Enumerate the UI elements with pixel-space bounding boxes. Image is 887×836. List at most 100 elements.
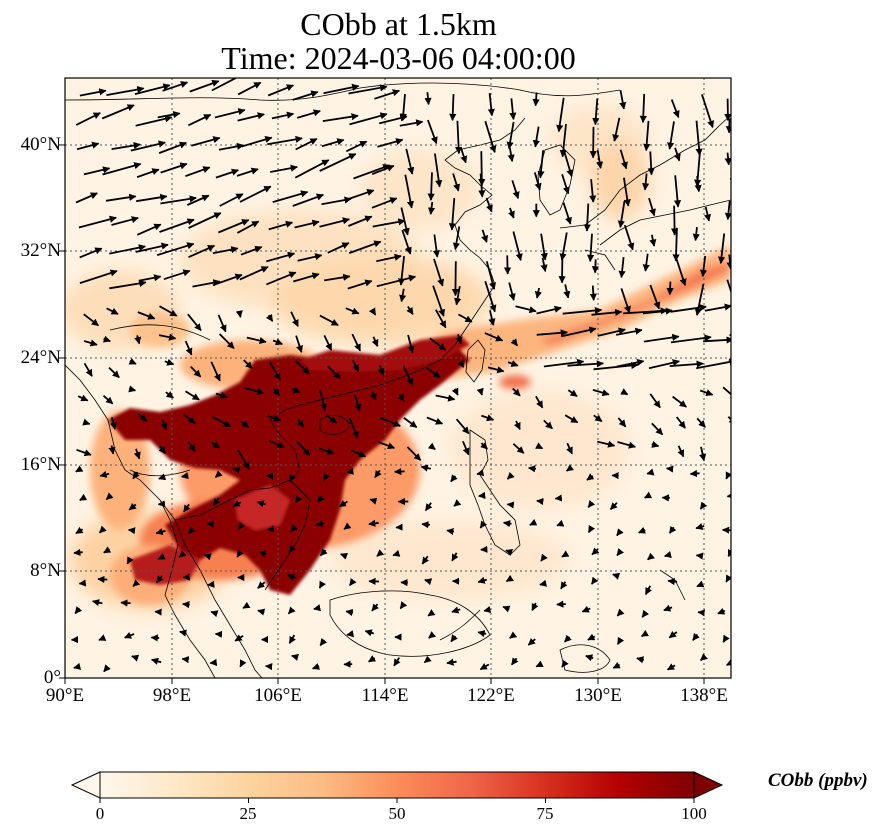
wind-arrow: [241, 135, 273, 148]
lon-tick-label: 106°E: [254, 685, 302, 706]
colorbar: [70, 771, 724, 803]
wind-arrow: [725, 471, 731, 480]
wind-arrow: [212, 246, 239, 255]
wind-arrow: [636, 656, 645, 664]
wind-arrow: [214, 470, 223, 478]
wind-arrow: [397, 393, 405, 402]
wind-arrow: [593, 414, 603, 423]
lat-tick-label: 40°N: [20, 134, 61, 155]
wind-arrow: [138, 274, 162, 282]
wind-arrow: [532, 92, 540, 107]
wind-arrow: [79, 88, 107, 97]
wind-arrow: [483, 605, 492, 614]
wind-arrow: [586, 473, 595, 481]
wind-arrow: [182, 600, 190, 609]
wind-arrow: [294, 219, 320, 229]
wind-arrow: [270, 164, 298, 173]
wind-arrow: [591, 547, 600, 556]
wind-arrow: [214, 108, 246, 119]
wind-arrow: [505, 549, 514, 556]
wind-arrow: [323, 335, 333, 351]
wind-arrow: [511, 180, 520, 199]
wind-arrow: [159, 218, 195, 233]
wind-arrow: [256, 500, 266, 508]
wind-arrow: [137, 311, 156, 320]
colorbar-extend-max: [693, 771, 724, 799]
wind-arrow: [643, 333, 680, 343]
wind-arrow: [352, 359, 360, 373]
wind-arrow: [560, 581, 568, 590]
wind-arrow: [481, 414, 495, 422]
wind-arrow: [372, 218, 406, 228]
wind-arrow: [561, 174, 570, 195]
wind-arrow: [509, 631, 518, 639]
wind-arrow: [554, 494, 563, 502]
wind-arrow: [512, 443, 525, 454]
wind-arrow: [451, 387, 459, 396]
wind-arrow: [319, 153, 357, 172]
wind-arrow: [120, 599, 131, 607]
wind-arrow: [376, 274, 417, 288]
wind-arrow: [164, 358, 175, 366]
wind-arrow: [612, 661, 621, 669]
wind-arrow: [369, 391, 377, 401]
wind-arrow: [722, 386, 731, 400]
wind-arrow: [618, 257, 626, 279]
wind-arrow: [667, 121, 675, 150]
wind-arrow: [589, 285, 597, 301]
wind-arrow: [449, 94, 457, 122]
wind-arrow: [157, 111, 181, 119]
wind-arrow: [185, 166, 211, 178]
wind-arrow: [75, 192, 98, 204]
wind-arrow: [485, 261, 497, 290]
wind-arrow: [73, 548, 83, 556]
wind-arrow: [345, 307, 360, 315]
wind-arrow: [664, 551, 672, 559]
wind-arrow: [108, 445, 116, 455]
wind-arrow: [184, 340, 193, 356]
colorbar-gradient: [99, 771, 695, 799]
wind-arrow: [476, 387, 484, 396]
wind-arrow: [457, 313, 473, 323]
wind-arrow: [294, 159, 330, 179]
wind-arrow: [178, 550, 187, 558]
wind-arrow: [585, 654, 594, 662]
wind-arrow: [377, 138, 404, 148]
wind-arrow: [527, 465, 537, 473]
wind-arrow: [451, 606, 461, 614]
wind-arrow: [234, 634, 244, 642]
wind-arrow: [646, 468, 655, 476]
wind-arrow: [540, 553, 548, 562]
wind-arrow: [726, 491, 731, 499]
wind-arrow: [157, 500, 166, 508]
wind-arrow: [296, 109, 321, 119]
wind-arrow: [348, 215, 373, 227]
wind-arrow: [371, 336, 379, 347]
wind-arrow: [192, 279, 221, 288]
wind-arrow: [348, 240, 382, 254]
wind-arrow: [150, 634, 160, 642]
wind-arrow: [597, 327, 626, 337]
wind-arrow: [327, 242, 350, 254]
wind-arrow: [587, 524, 596, 534]
wind-arrow: [540, 257, 548, 273]
wind-arrow: [217, 314, 227, 333]
wind-arrow: [218, 142, 245, 151]
wind-arrow: [345, 140, 368, 153]
wind-arrow: [699, 255, 708, 278]
wind-arrow: [480, 441, 488, 450]
wind-arrow: [109, 244, 147, 255]
wind-arrow: [240, 245, 263, 256]
wind-arrow: [403, 417, 418, 429]
wind-arrow: [596, 149, 604, 169]
wind-arrow: [666, 663, 676, 671]
wind-arrow: [477, 576, 488, 584]
wind-arrow: [83, 313, 99, 327]
wind-arrow: [76, 141, 100, 151]
wind-arrow: [75, 526, 84, 535]
wind-arrow: [677, 445, 685, 458]
wind-arrow: [349, 112, 388, 126]
wind-arrow: [105, 193, 137, 202]
wind-arrow: [432, 285, 445, 317]
